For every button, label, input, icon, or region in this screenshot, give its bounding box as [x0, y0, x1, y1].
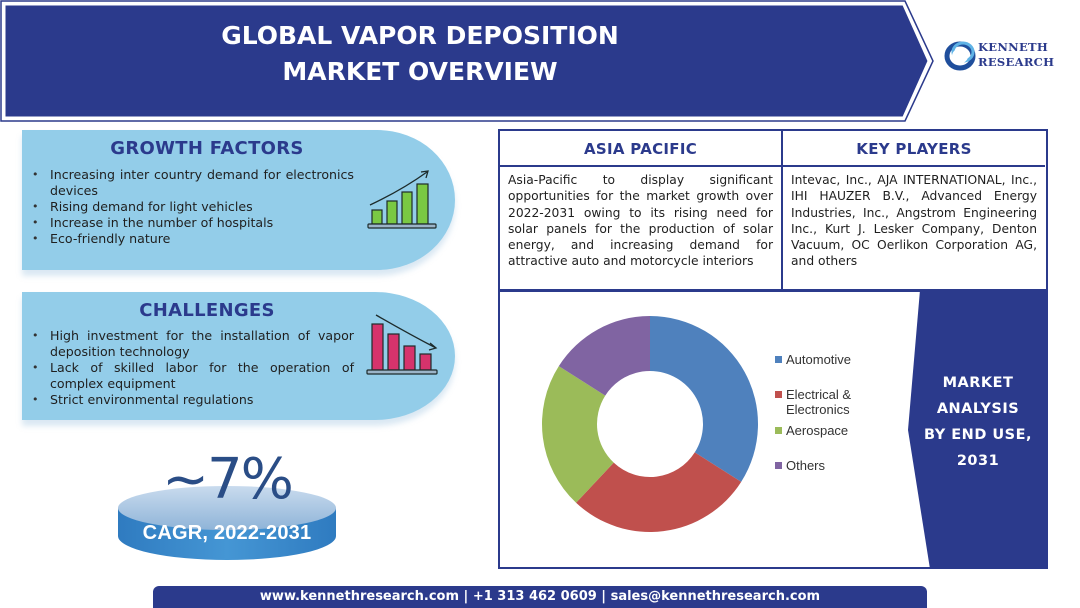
asia-pacific-box: ASIA PACIFIC Asia-Pacific to display sig… — [500, 131, 783, 289]
list-item: High investment for the installation of … — [32, 328, 354, 360]
legend-swatch — [775, 356, 782, 363]
key-players-title: KEY PLAYERS — [783, 131, 1045, 167]
logo-line-1: KENNETH — [978, 40, 1049, 54]
page-title: GLOBAL VAPOR DEPOSITION MARKET OVERVIEW — [120, 18, 720, 90]
title-line-1: GLOBAL VAPOR DEPOSITION — [221, 21, 619, 50]
info-table: ASIA PACIFIC Asia-Pacific to display sig… — [498, 129, 1048, 291]
legend-item-others: Others — [775, 458, 825, 473]
legend-item-aerospace: Aerospace — [775, 423, 848, 438]
donut-slice-aerospace — [542, 366, 614, 503]
list-item: Increase in the number of hospitals — [32, 215, 354, 231]
key-players-text: Intevac, Inc., AJA INTERNATIONAL, Inc., … — [791, 173, 1037, 269]
growth-factors-list: Increasing inter country demand for elec… — [32, 167, 354, 247]
legend-swatch — [775, 391, 782, 398]
market-analysis-label: MARKET ANALYSIS BY END USE, 2031 — [890, 290, 1048, 569]
cagr-badge: ~7% CAGR, 2022-2031 — [112, 448, 342, 578]
growth-factors-panel: GROWTH FACTORS Increasing inter country … — [22, 130, 455, 270]
contact-footer: www.kennethresearch.com | +1 313 462 060… — [153, 586, 927, 608]
contact-info: www.kennethresearch.com | +1 313 462 060… — [259, 589, 821, 604]
asia-pacific-text: Asia-Pacific to display significant oppo… — [508, 173, 773, 269]
list-item: Eco-friendly nature — [32, 231, 354, 247]
legend-item-automotive: Automotive — [775, 352, 851, 367]
falling-bar-chart-icon — [366, 314, 438, 375]
legend-item-electrical: Electrical & Electronics — [775, 387, 851, 417]
challenges-list: High investment for the installation of … — [32, 328, 354, 408]
rising-bar-chart-icon — [367, 170, 437, 229]
key-players-box: KEY PLAYERS Intevac, Inc., AJA INTERNATI… — [783, 131, 1045, 289]
cagr-label: CAGR, 2022-2031 — [142, 522, 312, 544]
title-banner: GLOBAL VAPOR DEPOSITION MARKET OVERVIEW — [0, 0, 940, 122]
kenneth-research-logo: KENNETH RESEARCH — [944, 38, 1074, 74]
legend-swatch — [775, 427, 782, 434]
donut-slice-others — [558, 316, 650, 396]
list-item: Lack of skilled labor for the operation … — [32, 360, 354, 392]
title-line-2: MARKET OVERVIEW — [282, 57, 558, 86]
cagr-value: ~7% — [162, 447, 294, 512]
list-item: Strict environmental regulations — [32, 392, 354, 408]
analysis-heading: MARKET ANALYSIS BY END USE, 2031 — [923, 375, 1033, 469]
banner-arrow-shape — [0, 0, 934, 122]
challenges-title: CHALLENGES — [139, 300, 275, 321]
legend-swatch — [775, 462, 782, 469]
list-item: Rising demand for light vehicles — [32, 199, 354, 215]
donut-chart — [542, 316, 758, 532]
cylinder-disc-shape — [118, 486, 336, 560]
list-item: Increasing inter country demand for elec… — [32, 167, 354, 199]
challenges-panel: CHALLENGES High investment for the insta… — [22, 292, 455, 420]
donut-slice-automotive — [650, 316, 758, 482]
growth-factors-title: GROWTH FACTORS — [110, 138, 304, 159]
swirl-ring-icon — [944, 41, 976, 71]
logo-line-2: RESEARCH — [978, 55, 1055, 69]
logo-wordmark: KENNETH RESEARCH — [978, 40, 1054, 70]
asia-pacific-title: ASIA PACIFIC — [500, 131, 781, 167]
analysis-arrow-shape — [908, 290, 1048, 569]
donut-slice-electrical-electronics — [576, 452, 742, 532]
